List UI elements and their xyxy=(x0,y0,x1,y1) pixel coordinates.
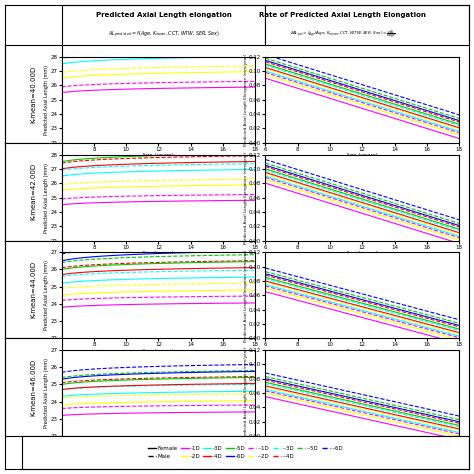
Legend: Female, Male, -1D, -2D, -3D, -4D, -5D, -6D, --1D, --2D, --3D, --4D, --5D, --6D: Female, Male, -1D, -2D, -3D, -4D, -5D, -… xyxy=(146,444,346,461)
Y-axis label: Predicted Axial Length (mm): Predicted Axial Length (mm) xyxy=(44,163,49,233)
Text: K-mean=40.00D: K-mean=40.00D xyxy=(30,65,36,123)
Y-axis label: Predicted Axial Length (mm): Predicted Axial Length (mm) xyxy=(44,358,49,428)
X-axis label: Age (years): Age (years) xyxy=(143,349,174,354)
X-axis label: Age (years): Age (years) xyxy=(143,251,174,256)
X-axis label: Age (years): Age (years) xyxy=(346,154,378,158)
Text: $AL_{predicted} = f(Age, K_{mean}, CCT, WTW, SER, Sex)$: $AL_{predicted} = f(Age, K_{mean}, CCT, … xyxy=(108,30,219,40)
Text: K-mean=46.00D: K-mean=46.00D xyxy=(30,358,36,416)
Text: Predicted Axial Length elongation: Predicted Axial Length elongation xyxy=(96,12,231,18)
Text: K-mean=42.00D: K-mean=42.00D xyxy=(30,163,36,220)
Y-axis label: Predicted Axial Length Elongation (mm/year): Predicted Axial Length Elongation (mm/ye… xyxy=(244,54,247,146)
Text: Rate of Predicted Axial Length Elongation: Rate of Predicted Axial Length Elongatio… xyxy=(259,12,426,18)
Y-axis label: Predicted Axial Length (mm): Predicted Axial Length (mm) xyxy=(44,260,49,330)
X-axis label: Age (years): Age (years) xyxy=(346,447,378,452)
Text: $\partial AL_{pre} = f_{Age}(Age, K_{mean}, CCT, WTW, SER, Sex) = \frac{\partial: $\partial AL_{pre} = f_{Age}(Age, K_{mea… xyxy=(290,28,396,41)
Y-axis label: Predicted Axial Length Elongation (mm/year): Predicted Axial Length Elongation (mm/ye… xyxy=(244,249,247,342)
X-axis label: Age (years): Age (years) xyxy=(143,447,174,452)
Y-axis label: Predicted Axial Length Elongation (mm/year): Predicted Axial Length Elongation (mm/ye… xyxy=(244,151,247,244)
X-axis label: Age (years): Age (years) xyxy=(346,349,378,354)
Y-axis label: Predicted Axial Length (mm): Predicted Axial Length (mm) xyxy=(44,65,49,135)
X-axis label: Age (years): Age (years) xyxy=(143,154,174,158)
Y-axis label: Predicted Axial Length Elongation (mm/year): Predicted Axial Length Elongation (mm/ye… xyxy=(244,347,247,439)
X-axis label: Age (years): Age (years) xyxy=(346,251,378,256)
Text: K-mean=44.00D: K-mean=44.00D xyxy=(30,261,36,318)
